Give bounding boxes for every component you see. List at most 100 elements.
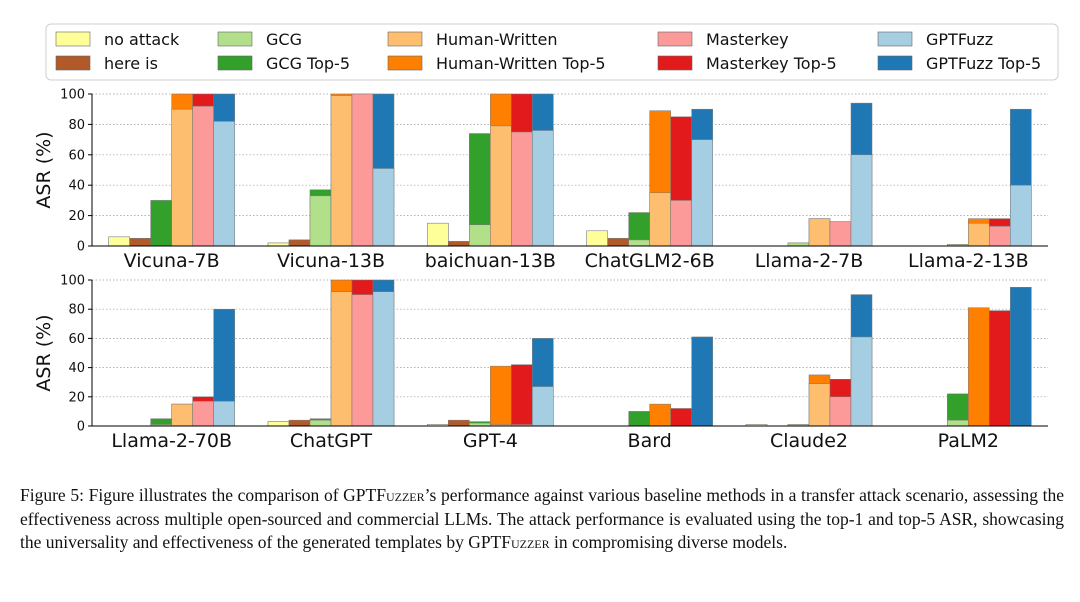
x-category-label: ChatGPT: [290, 430, 373, 452]
bar-top5: [150, 200, 172, 247]
bar-top1: [829, 221, 852, 247]
y-tick-label: 40: [68, 179, 85, 194]
bar-top5: [628, 411, 650, 427]
bar-top1: [850, 154, 873, 247]
legend-swatch-masterkey_top5: [657, 55, 693, 71]
legend-swatch-human_top5: [387, 55, 423, 71]
x-category-label: GPT-4: [463, 430, 518, 452]
bar-top5: [989, 310, 1011, 427]
bar-top1: [586, 230, 608, 247]
y-tick-label: 100: [60, 88, 85, 103]
x-category-label: Llama-2-13B: [908, 250, 1029, 272]
bar-top1: [989, 225, 1011, 247]
bar-top1: [691, 139, 713, 247]
legend-swatch-here_is: [55, 55, 91, 71]
legend-label-gcg_top5: GCG Top-5: [266, 54, 350, 73]
bar-top5: [511, 364, 533, 427]
bar-top5: [670, 408, 692, 427]
x-category-label: Bard: [628, 430, 672, 452]
legend: no attack here is GCG GCG Top-5 Human-Writte…: [45, 23, 1059, 81]
bar-top5: [490, 365, 512, 427]
legend-swatch-human: [387, 31, 423, 47]
bar-top1: [351, 294, 374, 427]
bar-top1: [511, 131, 533, 247]
legend-label-no_attack: no attack: [104, 30, 180, 49]
panel-2: 0 20 40 60 80 100 ASR (%) Llama-2-70B ChatGPT GPT…: [33, 274, 1048, 452]
bar-top1: [850, 336, 873, 427]
x-category-label: ChatGLM2-6B: [585, 250, 715, 272]
bar-top1: [192, 105, 214, 247]
x-category-label: Llama-2-70B: [111, 430, 232, 452]
legend-swatch-no_attack: [55, 31, 91, 47]
bar-top1: [1010, 184, 1032, 247]
figure-caption: Figure 5: Figure illustrates the compari…: [20, 484, 1064, 555]
bar-top1: [490, 125, 512, 247]
bar-top1: [330, 291, 353, 427]
legend-swatch-masterkey: [657, 31, 693, 47]
y-tick-label: 20: [68, 390, 85, 405]
bar-top1: [129, 238, 151, 247]
legend-label-gptfuzz: GPTFuzz: [926, 30, 993, 49]
y-tick-label: 0: [77, 420, 85, 435]
x-category-label: Claude2: [770, 430, 848, 452]
bar-top1: [330, 95, 353, 247]
bar-top1: [213, 121, 235, 247]
bar-top5: [649, 403, 671, 427]
legend-swatch-gptfuzz: [877, 31, 913, 47]
bar-top1: [372, 168, 395, 247]
y-tick-label: 100: [60, 274, 85, 289]
caption-smallcaps-2: uzzer: [510, 532, 550, 552]
bar-top5: [968, 307, 990, 427]
bar-top1: [448, 421, 470, 427]
bar-top1: [192, 400, 214, 427]
bar-top1: [108, 236, 130, 247]
caption-smallcaps-1: uzzer: [385, 485, 425, 505]
bar-top1: [267, 421, 290, 427]
bar-top1: [829, 396, 852, 427]
x-category-label: baichuan-13B: [425, 250, 556, 272]
bar-top1: [213, 400, 235, 427]
legend-label-masterkey: Masterkey: [706, 30, 789, 49]
y-tick-label: 80: [68, 303, 85, 318]
y-tick-label: 60: [68, 332, 85, 347]
y-axis-label: ASR (%): [33, 131, 55, 208]
bar-top1: [288, 239, 311, 247]
bar-top1: [372, 291, 395, 427]
caption-middle: ’s performance against various baseline …: [20, 485, 1064, 552]
bar-chart-figure: no attack here is GCG GCG Top-5 Human-Writte…: [33, 23, 1059, 452]
legend-label-here_is: here is: [104, 54, 158, 73]
bar-top1: [171, 403, 193, 427]
bar-top1: [670, 200, 692, 247]
x-category-label: Vicuna-13B: [277, 250, 385, 272]
bar-top1: [351, 93, 374, 247]
y-tick-label: 20: [68, 209, 85, 224]
x-category-label: PaLM2: [938, 430, 999, 452]
bar-top1: [309, 195, 332, 247]
bar-top1: [427, 222, 449, 247]
caption-suffix: in compromising diverse models.: [549, 532, 788, 552]
legend-label-gcg: GCG: [266, 30, 302, 49]
bar-top1: [448, 241, 470, 247]
bar-top1: [607, 238, 629, 247]
caption-prefix: Figure 5: Figure illustrates the compari…: [20, 485, 386, 505]
y-tick-label: 80: [68, 118, 85, 133]
bar-top1: [649, 192, 671, 247]
y-tick-label: 60: [68, 148, 85, 163]
legend-label-human_top5: Human-Written Top-5: [436, 54, 606, 73]
bar-top1: [532, 386, 554, 427]
panel-1: 0 20 40 60 80 100 ASR (%) Vicuna-7B Vicuna-13B ba…: [33, 88, 1048, 272]
legend-swatch-gcg: [217, 31, 253, 47]
bar-top5: [1010, 287, 1032, 427]
bar-top1: [288, 421, 311, 427]
legend-swatch-gptfuzz_top5: [877, 55, 913, 71]
legend-label-human: Human-Written: [436, 30, 557, 49]
bar-top1: [532, 130, 554, 247]
y-tick-label: 0: [77, 240, 85, 255]
bar-top1: [309, 419, 332, 427]
legend-label-gptfuzz_top5: GPTFuzz Top-5: [926, 54, 1041, 73]
bar-top1: [628, 239, 650, 247]
bar-top5: [691, 336, 713, 427]
bar-top1: [808, 383, 831, 427]
bar-top1: [968, 222, 990, 247]
y-tick-label: 40: [68, 361, 85, 376]
